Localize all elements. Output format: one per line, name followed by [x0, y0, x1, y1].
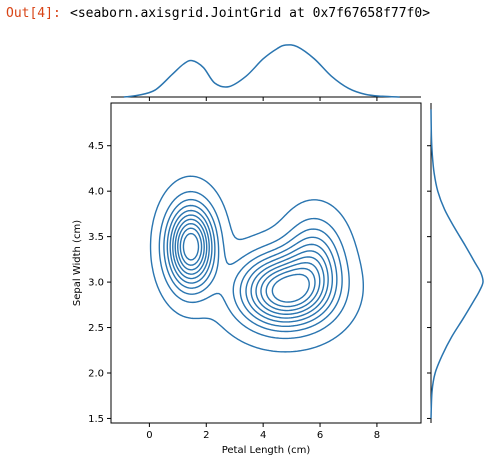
x-tick-label: 8	[374, 430, 380, 441]
y-tick-label: 2.0	[88, 369, 104, 380]
x-axis-label: Petal Length (cm)	[222, 445, 311, 456]
contour-level	[177, 222, 321, 312]
kde-contours	[149, 175, 365, 353]
x-tick-label: 6	[317, 430, 323, 441]
y-tick-label: 4.0	[88, 187, 104, 198]
output-prompt: Out[4]:	[6, 6, 61, 21]
contour-level	[158, 190, 350, 340]
output-text: <seaborn.axisgrid.JointGrid at 0x7f67658…	[70, 6, 431, 21]
contour-level	[172, 214, 329, 319]
top-marginal-kde	[111, 44, 421, 101]
right-marginal-ticks	[427, 145, 431, 419]
right-marginal-kde	[427, 103, 484, 423]
contour-level	[179, 227, 316, 308]
contour-level	[182, 232, 310, 303]
contour-level	[163, 198, 343, 333]
x-tick-label: 2	[203, 430, 209, 441]
plot-frame	[110, 102, 422, 424]
main-kde-plot: 0 2 4 6 8 1.5 2.0 2.5 3.0 3.5 4.0 4.5 Petal Length…	[72, 102, 422, 456]
x-axis-ticks: 0 2 4 6 8	[146, 423, 380, 441]
y-axis-ticks: 1.5 2.0 2.5 3.0 3.5 4.0 4.5	[88, 141, 111, 425]
x-tick-label: 4	[260, 430, 266, 441]
y-tick-label: 1.5	[88, 414, 104, 425]
contour-level	[166, 204, 338, 328]
y-tick-label: 3.0	[88, 278, 104, 289]
right-marginal-curve	[430, 109, 484, 419]
y-tick-label: 3.5	[88, 232, 104, 243]
y-axis-label: Sepal Width (cm)	[72, 220, 83, 306]
x-tick-label: 0	[146, 430, 152, 441]
y-tick-label: 2.5	[88, 323, 104, 334]
contour-level	[169, 209, 334, 323]
top-marginal-ticks	[148, 97, 378, 101]
top-marginal-curve	[123, 44, 400, 98]
contour-level	[174, 218, 325, 315]
output-cell: Out[4]: <seaborn.axisgrid.JointGrid at 0…	[0, 0, 496, 30]
contour-level	[149, 175, 365, 353]
y-tick-label: 4.5	[88, 141, 104, 152]
